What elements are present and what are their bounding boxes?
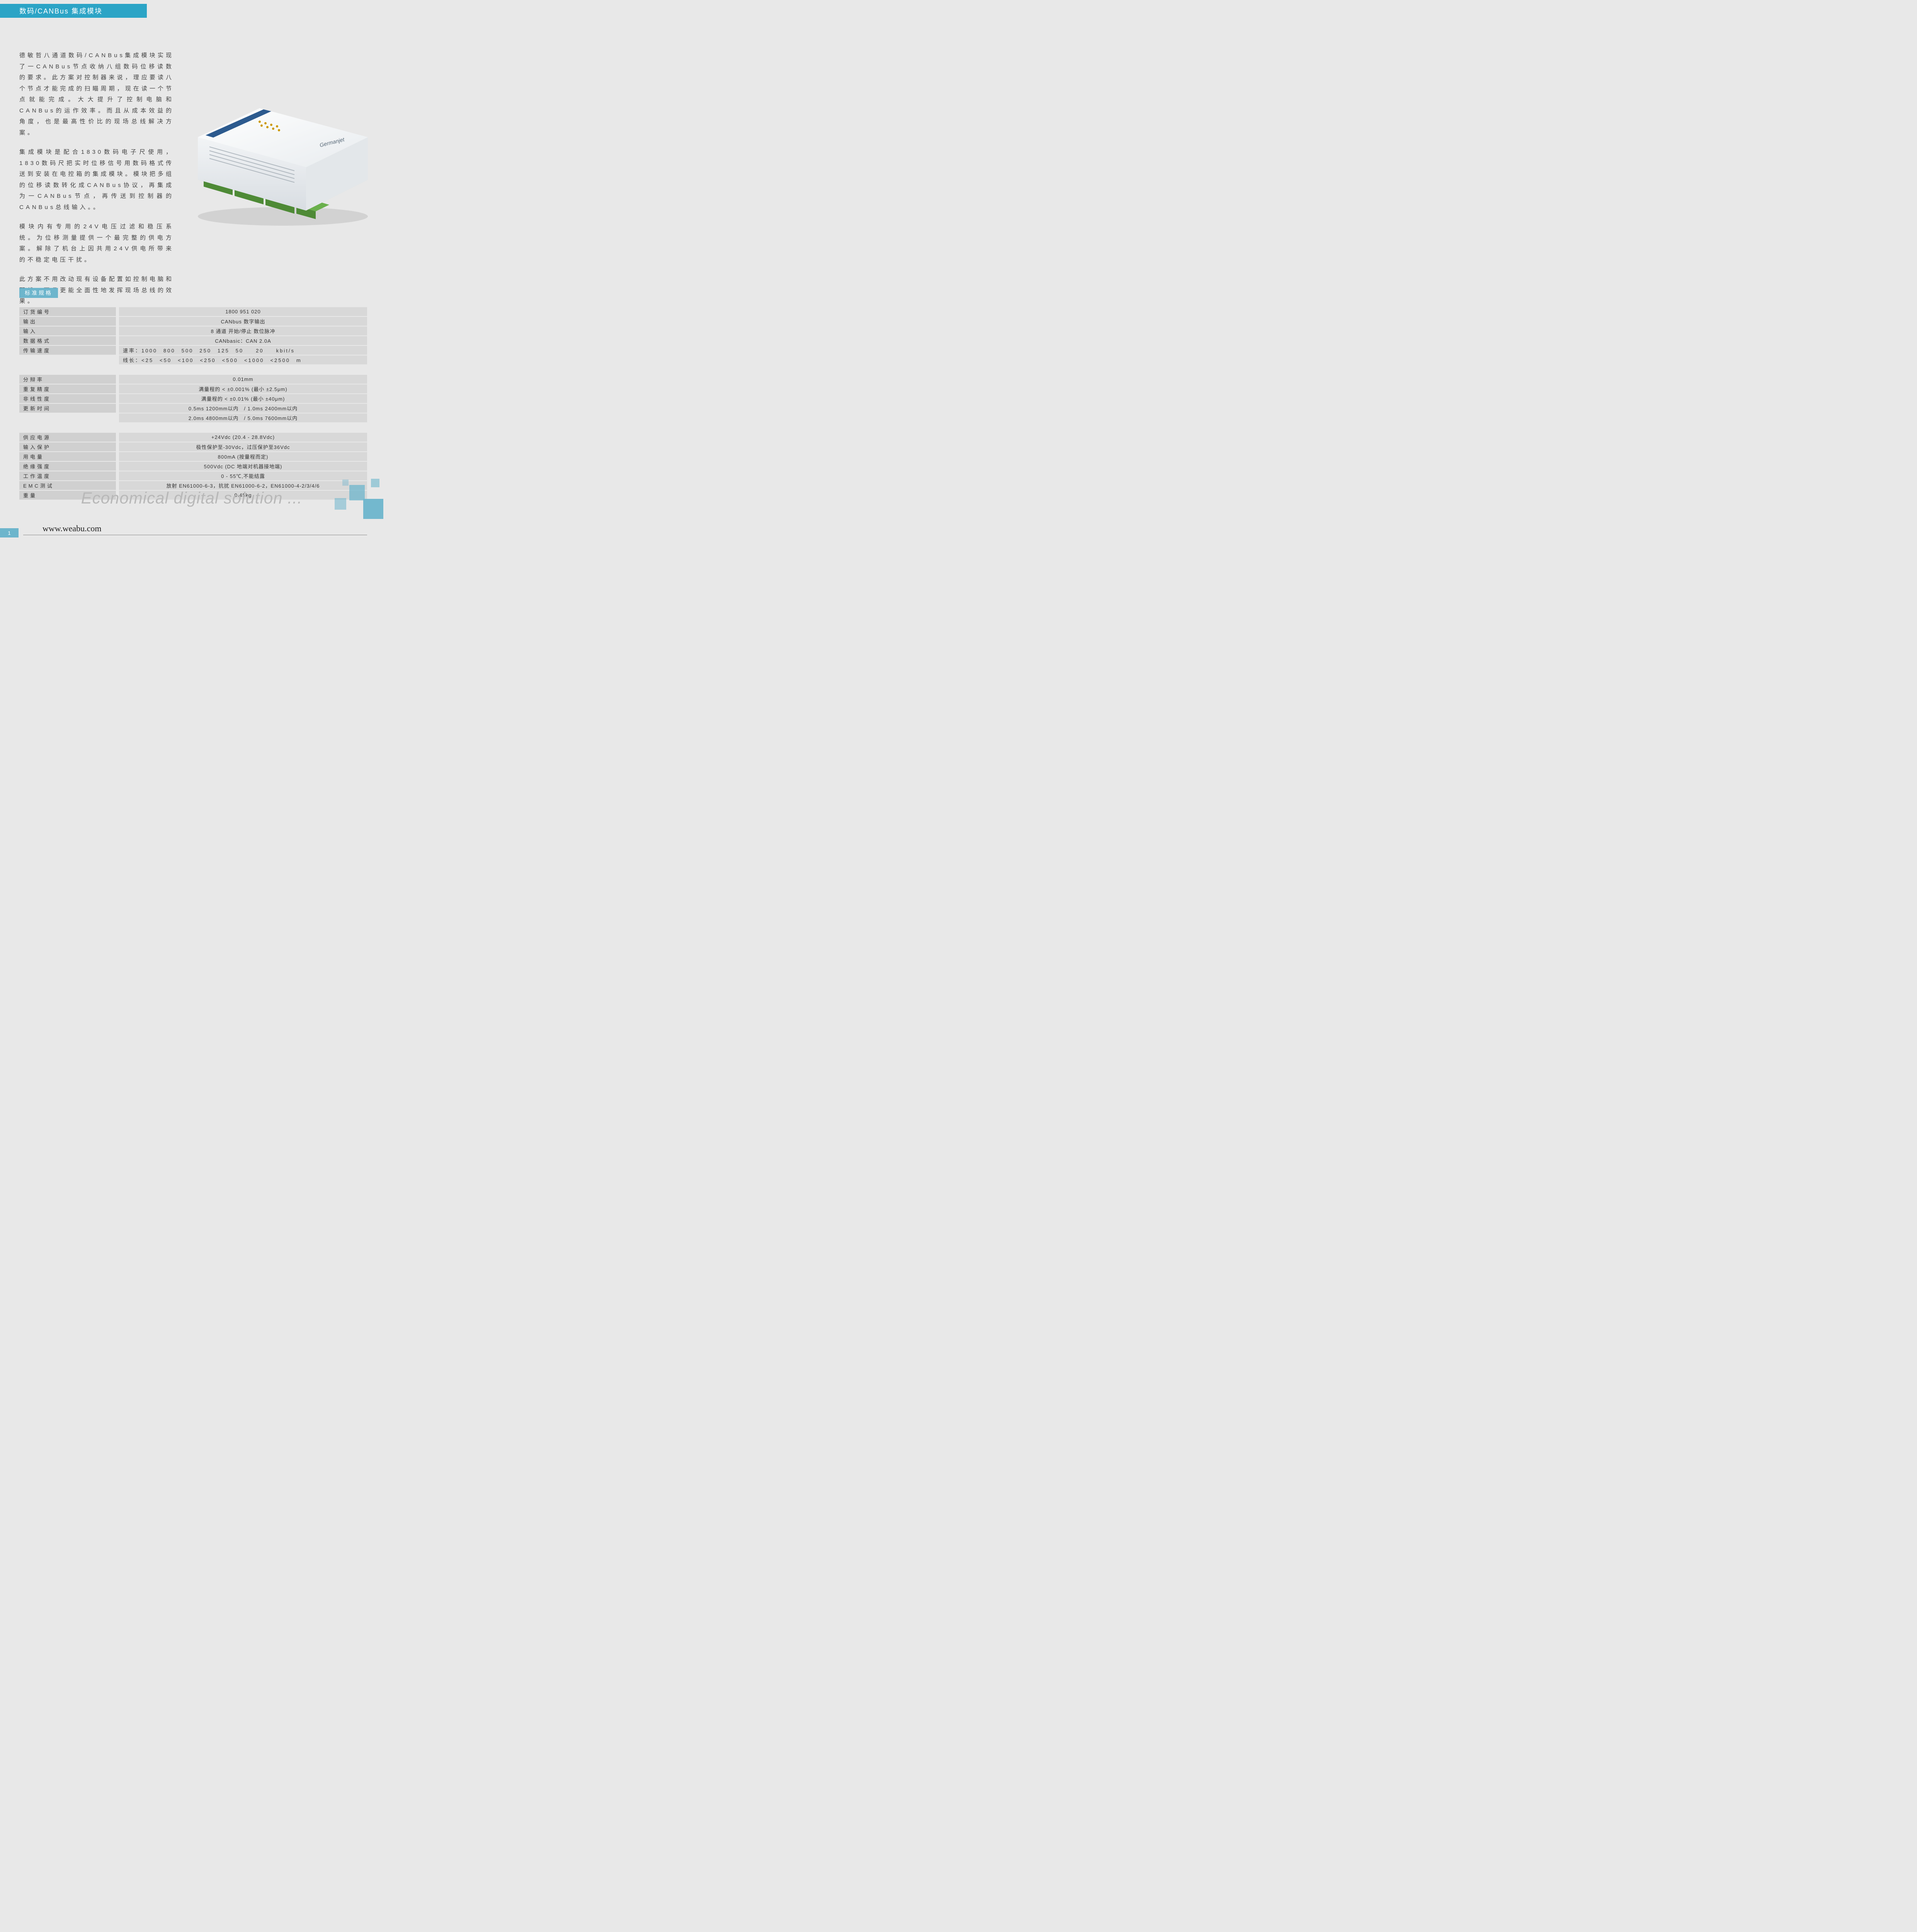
spec-value: 800mA (按量程而定): [119, 452, 367, 461]
table-row: 供应电源+24Vdc (20.4 - 28.8Vdc): [19, 433, 367, 442]
spec-value: 0.5ms 1200mm以内 / 1.0ms 2400mm以内: [119, 404, 367, 413]
spec-value: 500Vdc (DC 地端对机器接地端): [119, 462, 367, 471]
spec-label: 更新时间: [19, 404, 116, 413]
description-block: 德敏哲八通道数码/CANBus集成模块实现了一CANBus节点收纳八组数码位移读…: [19, 50, 174, 316]
spec-heading: 标准规格: [19, 288, 58, 298]
spec-table-1: 订货编号1800 951 020输出CANbus 数字输出输入8 通道 开始/停…: [19, 307, 367, 365]
spec-value: 满量程的 < ±0.001% (最小 ±2.5μm): [119, 384, 367, 393]
spec-label: 重复精度: [19, 384, 116, 393]
table-row: 绝缘强度500Vdc (DC 地端对机器接地端): [19, 462, 367, 471]
spec-value: 0 - 55℃,不能结露: [119, 471, 367, 480]
spec-value: 线长：<25 <50 <100 <250 <500 <1000 <2500 m: [119, 355, 367, 364]
page-title: 数码/CANBus 集成模块: [19, 6, 102, 16]
spec-value: 2.0ms 4800mm以内 / 5.0ms 7600mm以内: [119, 413, 367, 422]
table-row: 输入8 通道 开始/停止 数位脉冲: [19, 327, 367, 335]
table-row: 订货编号1800 951 020: [19, 307, 367, 316]
spec-label: 订货编号: [19, 307, 116, 316]
table-row: 输出CANbus 数字输出: [19, 317, 367, 326]
spec-label: 输入: [19, 327, 116, 335]
table-row: 传输速度速率：1000 800 500 250 125 50 20 kbit/s: [19, 346, 367, 355]
spec-value: 8 通道 开始/停止 数位脉冲: [119, 327, 367, 335]
spec-label: 输出: [19, 317, 116, 326]
spec-value: 0.01mm: [119, 375, 367, 384]
footer-url: www.weabu.com: [43, 524, 102, 534]
table-row: 非线性度满量程的 < ±0.01% (最小 ±40μm): [19, 394, 367, 403]
spec-label: 工作温度: [19, 471, 116, 480]
table-row: 用电量800mA (按量程而定): [19, 452, 367, 461]
paragraph-1: 德敏哲八通道数码/CANBus集成模块实现了一CANBus节点收纳八组数码位移读…: [19, 50, 174, 138]
spec-value: CANbasic：CAN 2.0A: [119, 336, 367, 345]
spec-label: 用电量: [19, 452, 116, 461]
spec-value: 1800 951 020: [119, 307, 367, 316]
spec-value: 速率：1000 800 500 250 125 50 20 kbit/s: [119, 346, 367, 355]
spec-label: 传输速度: [19, 346, 116, 355]
product-image: Germanjet: [182, 64, 376, 230]
table-row: 分辩率0.01mm: [19, 375, 367, 384]
table-row: 更新时间0.5ms 1200mm以内 / 1.0ms 2400mm以内: [19, 404, 367, 413]
spec-label: 输入保护: [19, 442, 116, 451]
spec-label: 绝缘强度: [19, 462, 116, 471]
table-row: 输入保护极性保护至-30Vdc，过压保护至36Vdc: [19, 442, 367, 451]
spec-label: 数据格式: [19, 336, 116, 345]
spec-value: 满量程的 < ±0.01% (最小 ±40μm): [119, 394, 367, 403]
spec-value: +24Vdc (20.4 - 28.8Vdc): [119, 433, 367, 442]
spec-label: 非线性度: [19, 394, 116, 403]
spec-label: 分辩率: [19, 375, 116, 384]
paragraph-3: 模块内有专用的24V电压过滤和稳压系统。为位移测量提供一个最完整的供电方案。解除…: [19, 221, 174, 265]
page-header: 数码/CANBus 集成模块: [0, 4, 147, 18]
paragraph-2: 集成模块是配合1830数码电子尺使用，1830数码尺把实时位移信号用数码格式传送…: [19, 147, 174, 213]
table-row: 线长：<25 <50 <100 <250 <500 <1000 <2500 m: [19, 355, 367, 364]
spec-value: 极性保护至-30Vdc，过压保护至36Vdc: [119, 442, 367, 451]
table-row: 工作温度0 - 55℃,不能结露: [19, 471, 367, 480]
spec-value: CANbus 数字输出: [119, 317, 367, 326]
spec-table-2: 分辩率0.01mm重复精度满量程的 < ±0.001% (最小 ±2.5μm)非…: [19, 375, 367, 423]
table-row: 数据格式CANbasic：CAN 2.0A: [19, 336, 367, 345]
tagline: Economical digital solution ...: [0, 489, 383, 507]
page-number: 1: [0, 528, 19, 537]
spec-label: 供应电源: [19, 433, 116, 442]
table-row: 2.0ms 4800mm以内 / 5.0ms 7600mm以内: [19, 413, 367, 422]
table-row: 重复精度满量程的 < ±0.001% (最小 ±2.5μm): [19, 384, 367, 393]
